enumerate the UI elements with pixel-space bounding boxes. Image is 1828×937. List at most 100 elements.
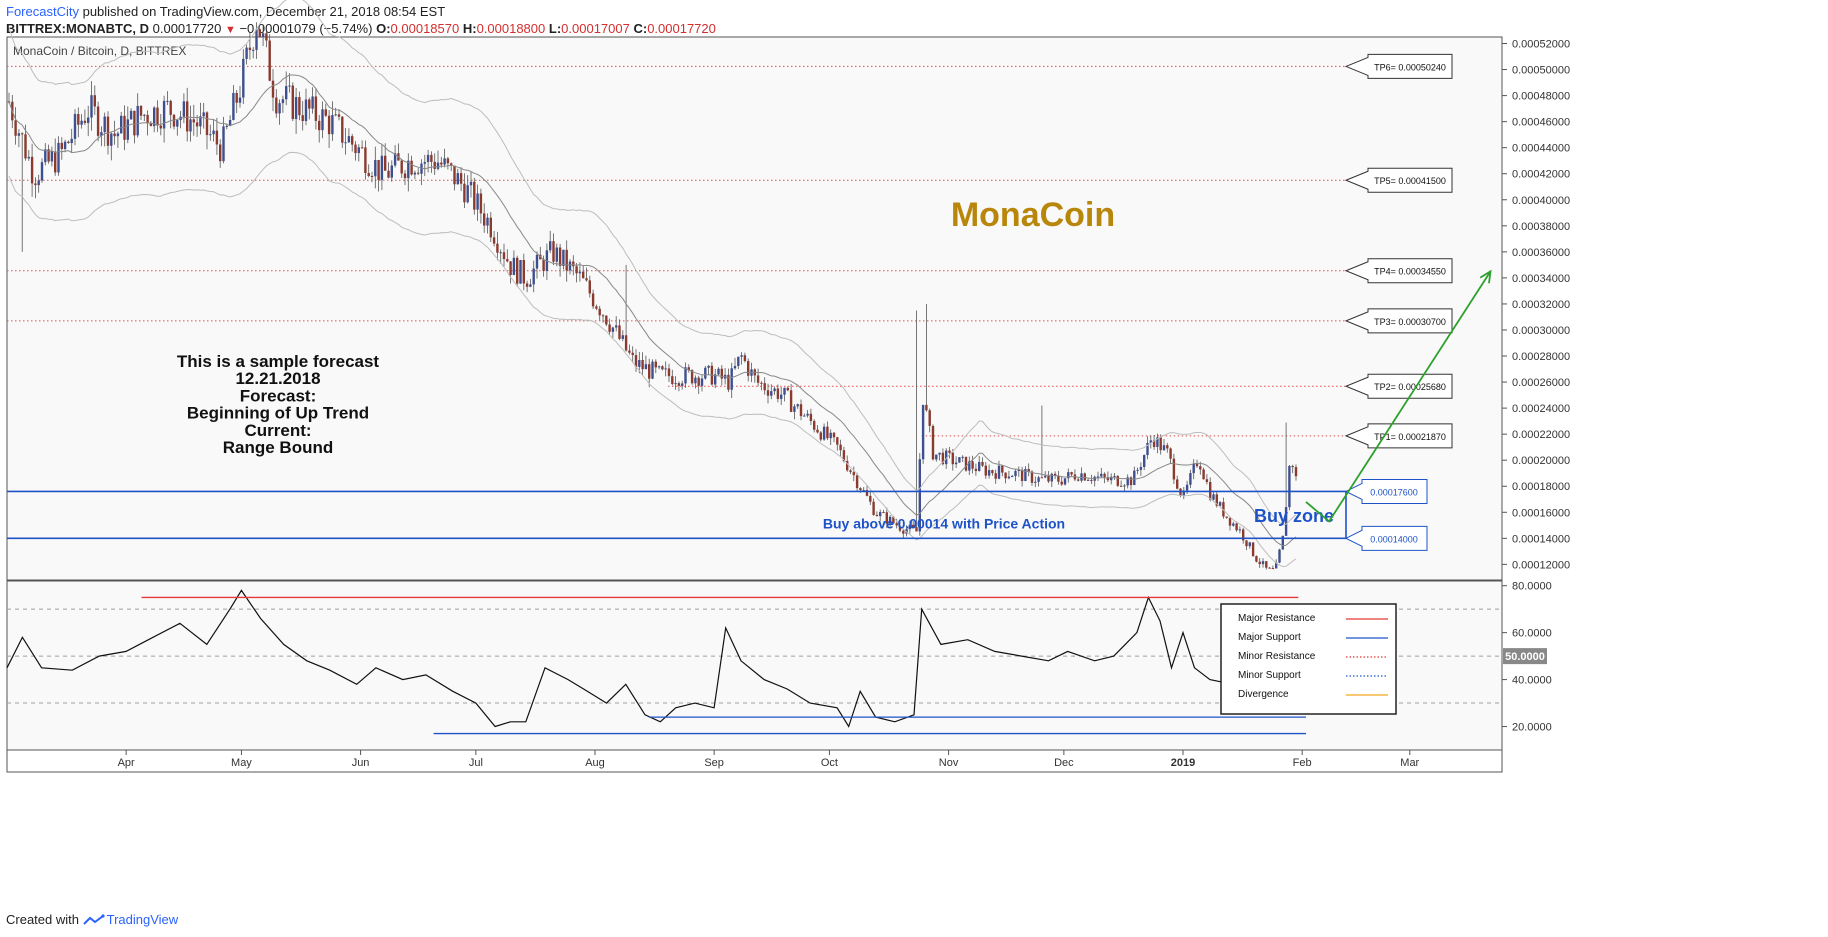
candle-body	[1100, 473, 1103, 477]
candle-body	[796, 404, 799, 407]
candle-body	[393, 153, 397, 166]
tp-label-text: TP2= 0.00025680	[1374, 382, 1446, 392]
candle-body	[945, 450, 948, 465]
price-tick-label: 0.00018000	[1512, 481, 1570, 493]
candle-body	[898, 525, 902, 531]
candle-body	[532, 268, 535, 285]
candle-body	[700, 378, 704, 386]
price-tick-label: 0.00012000	[1512, 559, 1570, 571]
rsi-tick-label: 60.0000	[1512, 628, 1552, 640]
candle-body	[565, 249, 568, 271]
time-tick-label: Mar	[1400, 757, 1419, 769]
candle-body	[598, 308, 601, 316]
candle-body	[364, 147, 367, 174]
tradingview-link[interactable]: TradingView	[106, 912, 179, 927]
candle-body	[159, 125, 162, 129]
price-tick-label: 0.00042000	[1512, 169, 1570, 181]
candle-body	[888, 516, 892, 524]
candle-body	[789, 390, 793, 412]
tp-label-text: TP3= 0.00030700	[1374, 317, 1446, 327]
candle-body	[354, 144, 357, 154]
candle-body	[380, 155, 384, 180]
price-tick-label: 0.00030000	[1512, 325, 1570, 337]
author-link[interactable]: ForecastCity	[6, 4, 79, 19]
candle-body	[935, 454, 938, 460]
candle-body	[70, 138, 73, 144]
candle-body	[773, 388, 776, 392]
candle-body	[743, 355, 747, 362]
tp-label-box	[1344, 373, 1453, 399]
candle-body	[1011, 476, 1014, 478]
candle-body	[621, 335, 624, 339]
price-tick-label: 0.00050000	[1512, 65, 1570, 77]
candle-body	[116, 133, 120, 137]
candle-body	[542, 259, 545, 271]
candle-body	[440, 162, 443, 165]
candle-body	[1189, 473, 1192, 485]
candle-body	[615, 325, 618, 328]
candle-body	[938, 452, 941, 455]
candle-body	[971, 461, 974, 469]
candle-body	[162, 100, 166, 129]
tp-label-text: TP1= 0.00021870	[1374, 432, 1446, 442]
candle-body	[400, 160, 403, 174]
candle-body	[129, 110, 133, 120]
candle-body	[885, 512, 888, 524]
candle-body	[1007, 476, 1011, 479]
candle-body	[387, 170, 390, 178]
footer: Created with TradingView	[6, 912, 178, 928]
candle-body	[166, 100, 169, 102]
candle-body	[509, 261, 512, 276]
candle-body	[314, 96, 318, 121]
candle-body	[694, 377, 697, 384]
candle-body	[516, 257, 519, 284]
candle-body	[1090, 479, 1093, 481]
last-price: 0.00017720	[152, 21, 222, 36]
candle-body	[1037, 477, 1040, 482]
candle-body	[24, 134, 27, 159]
candle-body	[1265, 561, 1268, 568]
candle-body	[73, 114, 77, 139]
candle-body	[459, 173, 463, 184]
tp-label-box	[1344, 258, 1453, 284]
candle-body	[918, 459, 921, 532]
candle-body	[238, 97, 242, 103]
candle-body	[1255, 556, 1258, 562]
candle-body	[50, 151, 54, 162]
time-tick-label: May	[231, 757, 252, 769]
candle-body	[436, 162, 440, 169]
close-value: 0.00017720	[647, 21, 716, 36]
candle-body	[793, 406, 796, 412]
candle-body	[555, 247, 558, 262]
candle-body	[308, 99, 311, 109]
price-tick-label: 0.00022000	[1512, 429, 1570, 441]
candle-body	[822, 426, 826, 440]
candle-body	[869, 495, 872, 502]
tp-label-text: TP5= 0.00041500	[1374, 176, 1446, 186]
candle-body	[730, 368, 733, 390]
candle-body	[93, 95, 96, 107]
candle-body	[83, 120, 87, 123]
candle-body	[855, 475, 859, 489]
candle-body	[232, 92, 235, 120]
candle-body	[737, 356, 740, 366]
candle-body	[1232, 523, 1235, 526]
candle-body	[1291, 465, 1294, 468]
candle-body	[760, 382, 763, 384]
candle-body	[865, 490, 869, 496]
candle-body	[357, 147, 360, 154]
candle-body	[714, 374, 717, 385]
candle-body	[430, 154, 433, 162]
high-label: H:	[462, 21, 477, 36]
candle-body	[1116, 475, 1119, 486]
candle-body	[1070, 472, 1073, 475]
candle-body	[727, 374, 730, 390]
candle-body	[720, 368, 723, 379]
candle-body	[948, 450, 951, 453]
candle-body	[1182, 490, 1185, 496]
annotation-line: Current:	[244, 421, 311, 440]
candle-body	[136, 105, 139, 136]
candle-body	[67, 141, 70, 144]
candle-body	[803, 415, 806, 417]
